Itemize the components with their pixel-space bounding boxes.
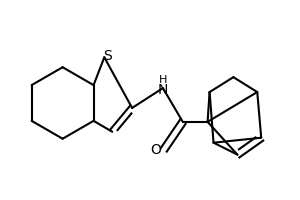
Text: H: H bbox=[159, 75, 167, 85]
Text: N: N bbox=[158, 83, 168, 97]
Text: O: O bbox=[151, 143, 161, 157]
Text: S: S bbox=[103, 49, 112, 63]
